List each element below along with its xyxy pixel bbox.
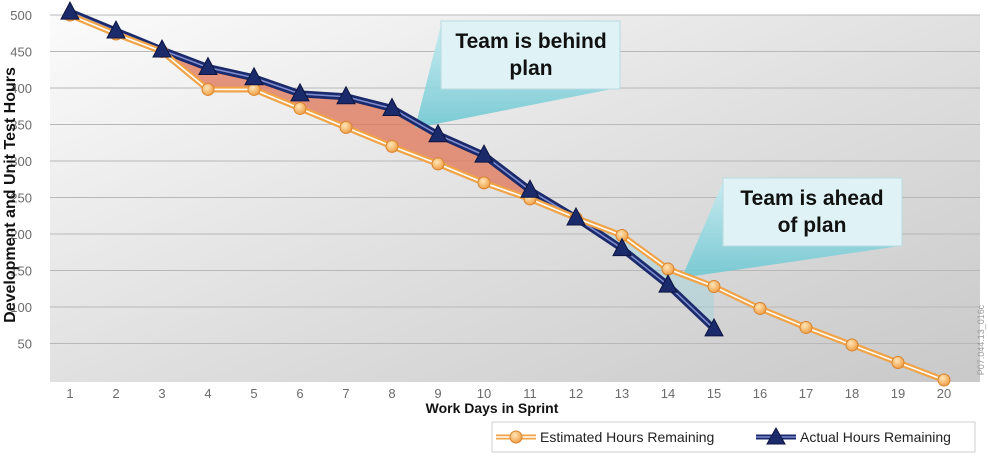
x-tick-label: 18 (845, 386, 859, 401)
x-tick-label: 15 (707, 386, 721, 401)
side-code: P07.044.13_016c (976, 304, 986, 375)
estimated-point (753, 301, 767, 315)
y-tick-label: 200 (10, 227, 32, 242)
estimated-point (477, 176, 491, 190)
legend-estimated-label: Estimated Hours Remaining (540, 429, 714, 445)
legend-box (491, 421, 976, 453)
x-tick-label: 13 (615, 386, 629, 401)
actual-point (428, 123, 448, 143)
x-tick-label: 20 (937, 386, 951, 401)
x-tick-label: 3 (158, 386, 165, 401)
x-tick-label: 1 (66, 386, 73, 401)
x-axis-title: Work Days in Sprint (426, 400, 559, 416)
actual-point (290, 82, 310, 102)
x-tick-label: 5 (250, 386, 257, 401)
x-tick-label: 19 (891, 386, 905, 401)
actual-point (382, 97, 402, 116)
actual-point (474, 144, 494, 163)
actual-point (106, 19, 126, 39)
y-tick-label: 350 (10, 118, 32, 133)
x-tick-label: 12 (569, 386, 583, 401)
estimated-point (891, 355, 905, 369)
estimated-point (937, 373, 951, 387)
callout-ahead-pointer (681, 182, 900, 278)
x-tick-label: 2 (112, 386, 119, 401)
callout-ahead: Team is ahead of plan (722, 177, 903, 247)
callout-behind: Team is behind plan (440, 20, 621, 90)
legend-actual: Actual Hours Remaining (756, 426, 951, 445)
x-tick-label: 10 (477, 386, 491, 401)
callout-behind-pointer (415, 25, 612, 129)
estimated-point (201, 82, 215, 96)
callout-ahead-line2: of plan (778, 214, 847, 237)
series-markers (60, 1, 951, 387)
y-tick-label: 500 (10, 8, 32, 23)
actual-point (244, 66, 264, 86)
x-tick-label: 4 (204, 386, 211, 401)
estimated-point (661, 262, 675, 276)
x-tick-label: 9 (434, 386, 441, 401)
estimated-point (293, 101, 307, 115)
callout-behind-box (440, 20, 621, 90)
legend-estimated-marker (509, 430, 523, 444)
callout-ahead-box (722, 177, 903, 247)
callout-pointers (415, 25, 900, 278)
x-tick-label: 6 (296, 386, 303, 401)
estimated-series-highlight (69, 14, 945, 381)
x-tick-label: 11 (523, 386, 537, 401)
x-tick-label: 7 (342, 386, 349, 401)
actual-point (60, 1, 80, 20)
y-tick-label: 450 (10, 45, 32, 60)
actual-point (612, 237, 632, 257)
estimated-point (707, 280, 721, 294)
y-axis-title: Development and Unit Test Hours (2, 67, 19, 323)
x-tick-label: 8 (388, 386, 395, 401)
estimated-point (385, 139, 399, 153)
actual-point (198, 56, 218, 76)
actual-point (336, 85, 356, 105)
callout-ahead-line1: Team is ahead (740, 187, 883, 210)
y-tick-label: 400 (10, 81, 32, 96)
y-tick-label: 150 (10, 264, 32, 279)
actual-point (704, 317, 724, 337)
callout-behind-line1: Team is behind (455, 30, 606, 53)
x-tick-label: 17 (799, 386, 813, 401)
y-tick-label: 250 (10, 191, 32, 206)
x-tick-label: 16 (753, 386, 767, 401)
y-tick-label: 300 (10, 154, 32, 169)
legend: Estimated Hours Remaining Actual Hours R… (491, 421, 976, 453)
actual-point (152, 38, 172, 58)
actual-point (520, 179, 540, 198)
callout-behind-line2: plan (509, 57, 552, 80)
estimated-point (431, 157, 445, 171)
actual-point (658, 274, 678, 293)
actual-point (566, 206, 586, 226)
estimated-point (799, 320, 813, 334)
legend-actual-marker (766, 426, 786, 445)
legend-actual-label: Actual Hours Remaining (800, 429, 951, 445)
estimated-point (845, 338, 859, 352)
estimated-point (339, 120, 353, 134)
y-tick-label: 50 (18, 337, 32, 352)
x-tick-label: 14 (661, 386, 675, 401)
legend-estimated: Estimated Hours Remaining (496, 429, 714, 445)
y-tick-label: 100 (10, 300, 32, 315)
